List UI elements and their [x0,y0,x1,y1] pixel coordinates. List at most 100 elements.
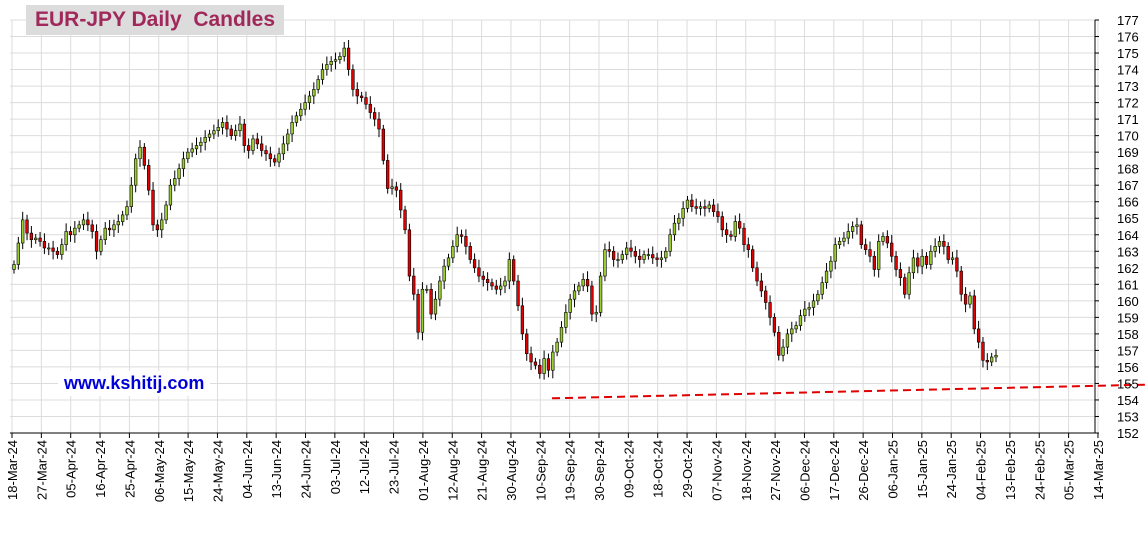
candle-body [368,103,372,113]
candle-body [299,108,303,117]
candle-body [803,308,807,317]
candle-body [199,141,203,146]
candle-body [994,355,998,358]
candle-body [129,184,133,207]
y-tick-label: 172 [1117,96,1139,111]
x-tick-label: 18-Mar-24 [5,440,20,500]
candle-body [394,186,399,191]
candle-body [751,249,755,269]
candle-body [99,239,103,252]
candle-body [764,290,768,303]
candle-body [403,209,407,231]
chart-title: EUR-JPY Daily Candles [26,5,285,35]
x-tick-label: 26-Dec-24 [856,440,871,501]
candle-body [120,214,125,222]
candle-body [194,145,199,150]
candle-body [703,206,707,209]
candle-body [894,255,898,270]
candle-body [455,234,459,247]
candle-body [173,178,177,186]
candle-body [412,275,416,295]
candle-body [681,208,685,219]
candle-body [903,277,907,295]
x-tick-label: 04-Feb-25 [974,440,989,500]
y-tick-label: 170 [1117,129,1139,144]
x-tick-label: 27-Nov-24 [768,440,783,501]
candle-body [372,112,377,120]
candle-body [264,150,268,155]
candle-body [737,221,742,229]
candle-body [611,250,616,260]
candle-body [142,146,147,166]
candle-body [598,275,603,313]
candle-body [42,241,47,249]
candle-body [985,360,989,363]
y-tick-label: 168 [1117,162,1139,177]
candle-body [946,246,950,260]
candle-body [746,244,750,250]
candle-body [538,364,542,374]
candle-body [390,186,394,189]
candle-body [212,130,216,135]
candle-body [216,127,220,131]
y-tick-label: 164 [1117,228,1139,243]
watermark-text: www.kshitij.com [58,371,211,396]
candle-body [499,285,503,290]
candle-body [190,148,194,153]
candle-body [672,222,677,236]
y-tick-label: 176 [1117,30,1139,45]
x-tick-label: 06-May-24 [152,440,167,502]
candle-body [664,250,668,259]
x-tick-label: 12-Jul-24 [357,440,372,494]
candle-body [429,288,433,315]
candle-body [820,282,824,295]
x-tick-label: 06-Dec-24 [797,440,812,501]
candle-body [47,247,51,250]
candle-body [251,138,255,151]
candle-body [872,255,876,270]
candle-body [850,226,855,232]
y-tick-label: 152 [1117,426,1139,441]
candle-body [155,224,160,231]
candle-body [772,317,777,333]
candle-body [520,305,525,335]
candle-body [790,328,794,335]
candle-body [329,60,333,65]
candle-body [407,229,412,277]
candle-body [911,257,916,274]
candle-body [468,246,472,260]
candle-body [890,242,894,257]
candle-body [359,95,364,98]
candle-body [816,293,820,302]
candle-body [307,95,312,103]
candle-body [642,254,646,260]
candle-body [303,102,307,110]
candle-body [107,227,112,231]
candle-body [720,216,724,231]
y-tick-label: 174 [1117,63,1139,78]
candle-body [594,312,598,315]
candle-body [77,224,81,229]
y-tick-label: 157 [1117,343,1139,358]
candle-body [377,118,381,130]
candle-body [55,250,60,255]
candle-body [90,224,94,232]
candle-body [34,237,38,241]
x-tick-label: 04-Jun-24 [240,440,255,499]
x-tick-label: 16-Apr-24 [93,440,108,498]
candle-body [355,89,359,97]
candle-body [529,353,533,363]
support-trendline [552,383,1148,400]
candle-body [837,241,842,245]
candle-body [577,285,581,292]
candle-body [220,122,225,128]
candle-body [942,241,946,247]
candle-body [346,47,351,70]
candle-body [425,288,429,291]
candle-body [950,257,955,260]
candle-body [64,231,68,245]
x-tick-label: 13-Feb-25 [1003,440,1018,500]
candle-body [451,246,455,259]
candle-body [572,290,577,300]
y-tick-label: 165 [1117,211,1139,226]
